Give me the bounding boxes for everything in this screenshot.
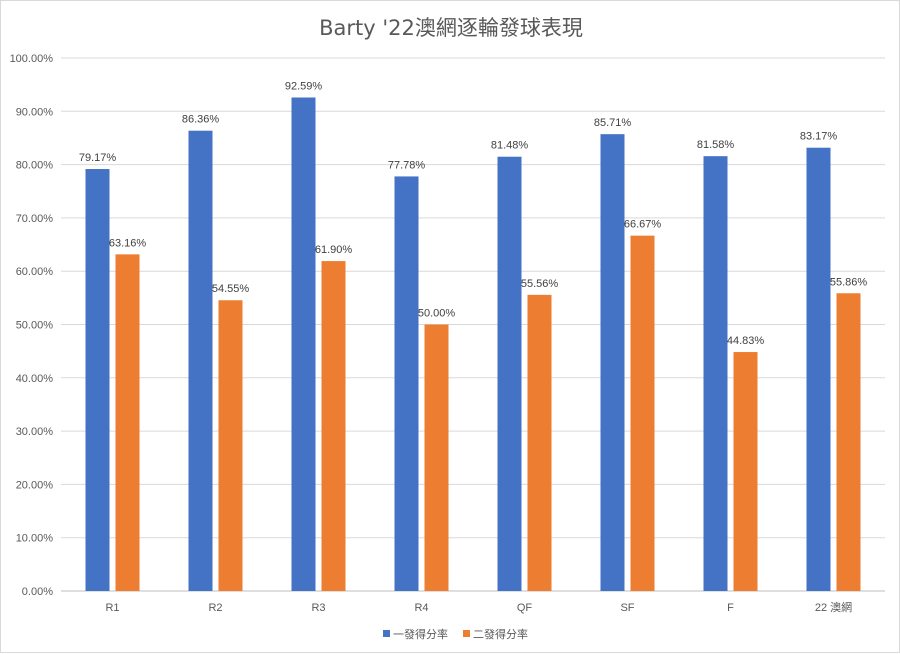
data-label: 55.86%: [830, 276, 868, 288]
y-tick-label: 40.00%: [16, 373, 54, 385]
data-label: 54.55%: [212, 283, 250, 295]
chart-title: Barty '22澳網逐輪發球表現: [319, 16, 583, 40]
bar-second-serve: [424, 324, 449, 591]
legend-swatch: [463, 630, 470, 637]
bar-second-serve: [218, 300, 243, 591]
y-tick-label: 80.00%: [16, 160, 54, 172]
bar-first-serve: [703, 156, 728, 592]
y-tick-label: 20.00%: [16, 479, 54, 491]
y-axis: 0.00% 10.00% 20.00% 30.00% 40.00% 50.00% 60.00…: [10, 53, 54, 598]
bar-second-serve: [115, 254, 140, 592]
y-tick-label: 50.00%: [16, 320, 54, 332]
y-tick-label: 0.00%: [22, 586, 53, 598]
x-tick-label: R1: [105, 602, 119, 614]
data-label: 61.90%: [315, 244, 353, 256]
x-tick-label: R2: [208, 602, 222, 614]
legend-label: 二發得分率: [473, 627, 528, 641]
bars: [85, 97, 861, 592]
bar-first-serve: [188, 130, 213, 591]
data-label: 55.56%: [521, 278, 559, 290]
gridlines: [61, 57, 885, 592]
x-tick-label: F: [727, 602, 734, 614]
data-label: 85.71%: [594, 117, 632, 129]
bar-second-serve: [733, 352, 758, 591]
x-axis: R1 R2 R3 R4 QF SF F 22 澳網: [105, 600, 852, 614]
bar-second-serve: [836, 293, 861, 591]
x-tick-label: 22 澳網: [815, 600, 852, 614]
x-tick-label: R3: [311, 602, 325, 614]
data-label: 63.16%: [109, 237, 147, 249]
data-label: 66.67%: [624, 219, 662, 231]
y-tick-label: 70.00%: [16, 213, 54, 225]
data-label: 92.59%: [285, 80, 323, 92]
data-label: 50.00%: [418, 308, 456, 320]
bar-second-serve: [630, 235, 655, 591]
y-tick-label: 10.00%: [16, 533, 54, 545]
bar-second-serve: [321, 261, 346, 591]
x-tick-label: R4: [414, 602, 428, 614]
bar-first-serve: [394, 176, 419, 591]
bar-first-serve: [497, 156, 522, 591]
y-tick-label: 100.00%: [10, 53, 54, 65]
data-label: 83.17%: [800, 131, 838, 143]
data-label: 81.58%: [697, 139, 735, 151]
bar-first-serve: [291, 97, 316, 591]
legend-label: 一發得分率: [393, 627, 448, 641]
y-tick-label: 90.00%: [16, 106, 54, 118]
y-tick-label: 60.00%: [16, 266, 54, 278]
data-label: 79.17%: [79, 152, 117, 164]
data-label: 81.48%: [491, 140, 529, 152]
bar-first-serve: [85, 169, 110, 591]
data-label: 77.78%: [388, 159, 426, 171]
data-label: 86.36%: [182, 114, 220, 126]
bar-second-serve: [527, 294, 552, 591]
x-tick-label: SF: [620, 602, 634, 614]
bar-first-serve: [600, 134, 625, 591]
legend-swatch: [383, 630, 390, 637]
data-labels: 79.17% 63.16% 86.36% 54.55% 92.59% 61.90% 77.7…: [79, 80, 868, 347]
y-tick-label: 30.00%: [16, 426, 54, 438]
bar-first-serve: [806, 147, 831, 591]
legend: 一發得分率 二發得分率: [383, 627, 528, 641]
x-tick-label: QF: [517, 602, 533, 614]
data-label: 44.83%: [727, 335, 765, 347]
